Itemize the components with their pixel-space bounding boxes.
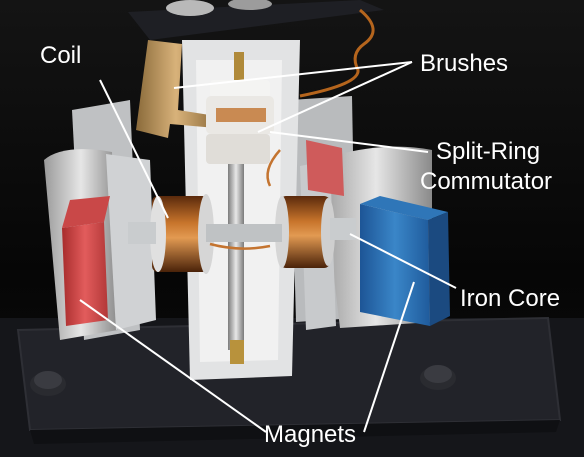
- commutator-label: Commutator: [420, 168, 553, 195]
- split-ring-label: Split-Ring: [436, 138, 541, 165]
- coil-label: Coil: [40, 42, 82, 69]
- brushes-pointer-right: [257, 61, 413, 133]
- coil-pointer: [99, 79, 169, 219]
- iron-core-pointer: [349, 233, 457, 289]
- iron-core-label: Iron Core: [460, 285, 561, 312]
- magnets-label: Magnets: [264, 421, 357, 448]
- magnets-pointer-left: [79, 299, 267, 433]
- pointer-lines: [79, 61, 457, 433]
- brushes-label: Brushes: [420, 50, 509, 77]
- magnets-pointer-right: [363, 281, 415, 433]
- brushes-pointer-left: [173, 61, 413, 89]
- split-ring-pointer: [269, 131, 429, 153]
